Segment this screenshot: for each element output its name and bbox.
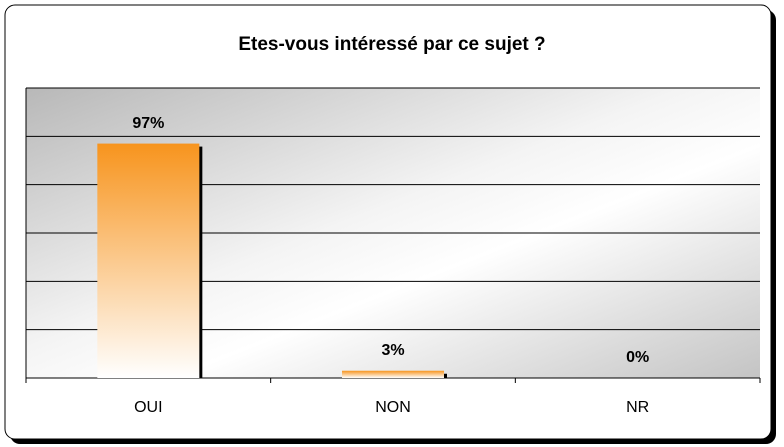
bar: [97, 143, 200, 378]
value-label: 3%: [381, 342, 404, 359]
x-tick-label: NR: [626, 399, 649, 416]
x-tick-label: NON: [375, 399, 411, 416]
chart-title: Etes-vous intéressé par ce sujet ?: [238, 34, 545, 55]
value-label: 97%: [132, 115, 164, 132]
value-label: 0%: [626, 349, 649, 366]
bar: [342, 370, 444, 378]
x-tick-label: OUI: [134, 399, 162, 416]
